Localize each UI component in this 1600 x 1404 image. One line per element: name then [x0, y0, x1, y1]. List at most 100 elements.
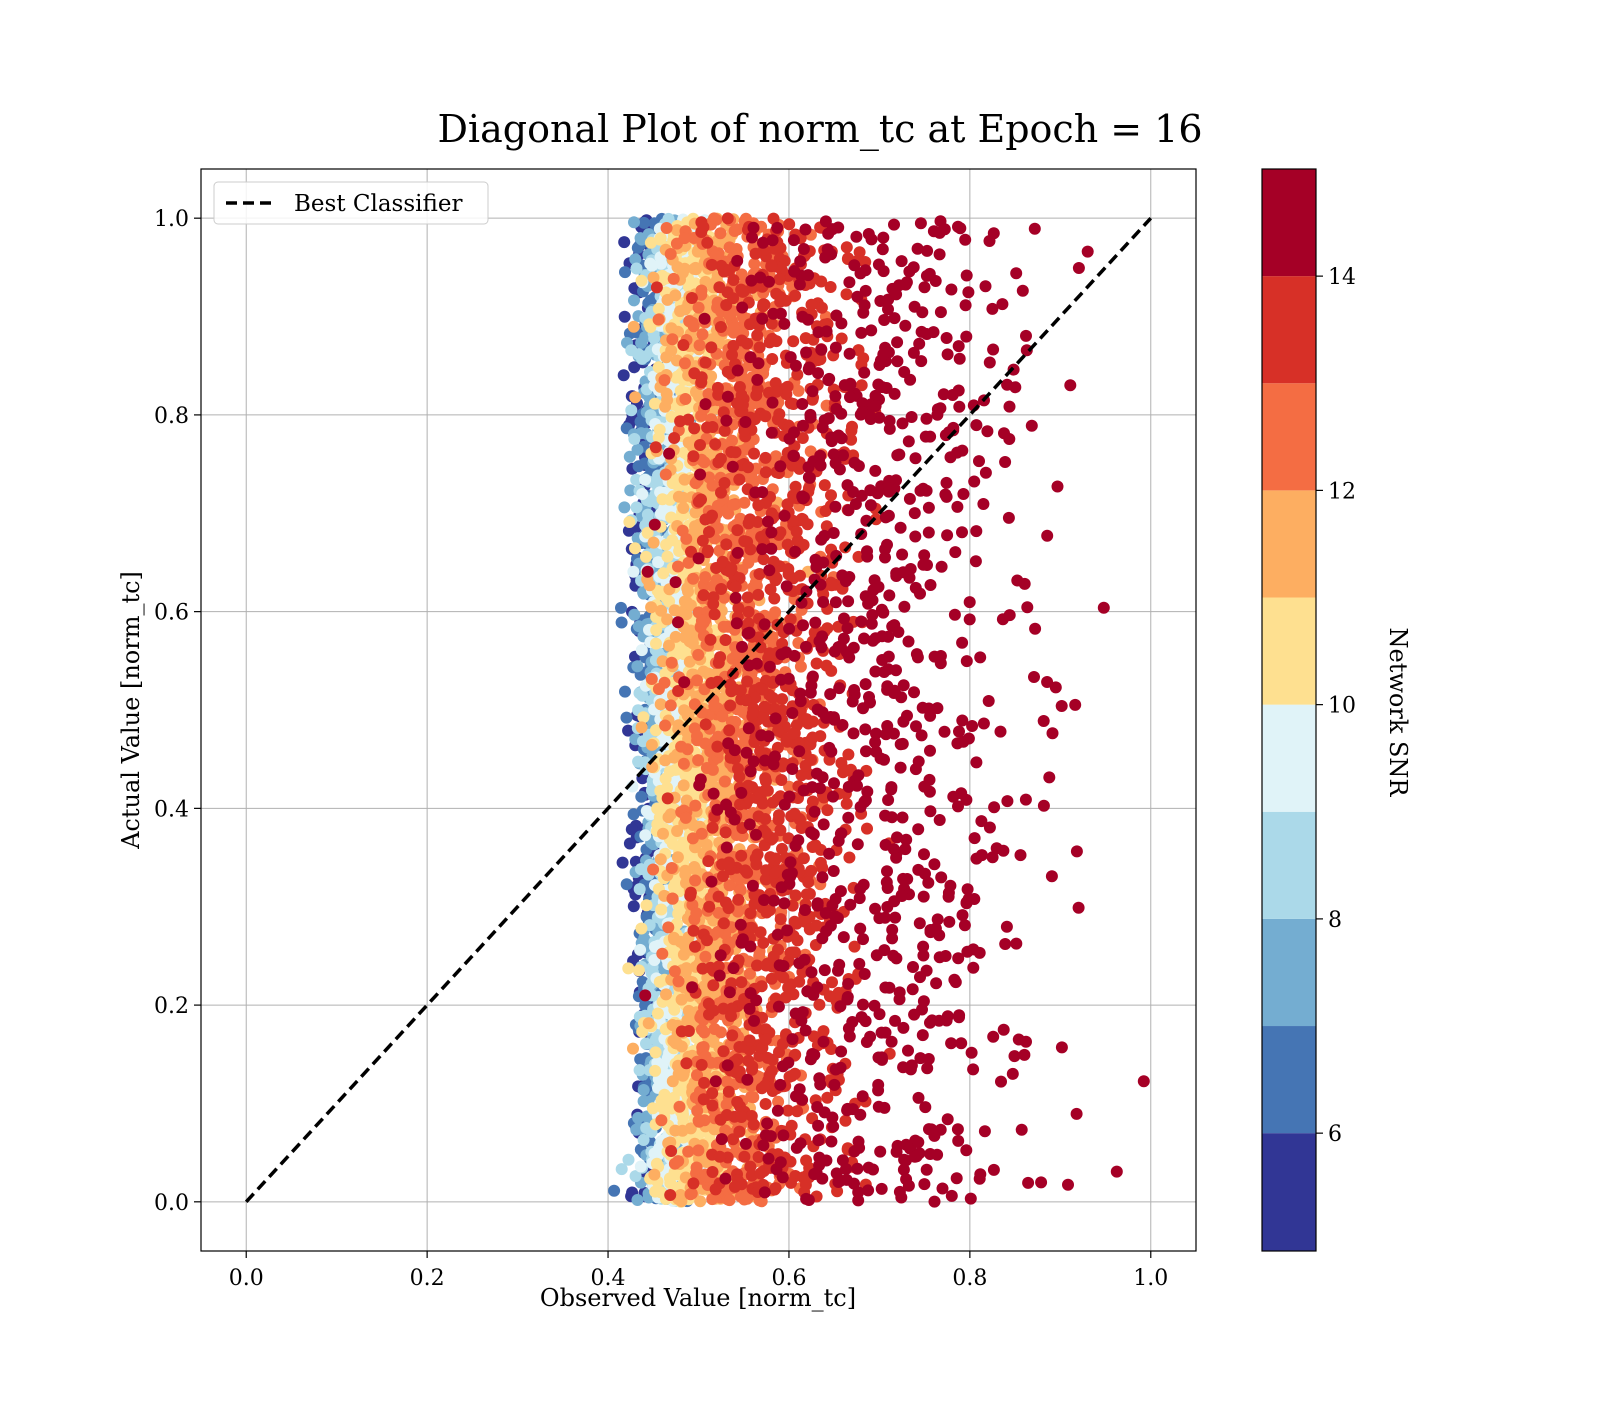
scatter-point [666, 333, 678, 345]
scatter-point [672, 561, 684, 573]
scatter-point [632, 444, 644, 456]
scatter-point [709, 438, 721, 450]
scatter-point [661, 394, 673, 406]
scatter-point [618, 236, 630, 248]
scatter-point [659, 720, 671, 732]
scatter-point [618, 369, 630, 381]
scatter-point [655, 853, 667, 865]
scatter-point [642, 509, 654, 521]
scatter-point [665, 322, 677, 334]
scatter-point [615, 602, 627, 614]
scatter-point [665, 699, 677, 711]
scatter-point [648, 1169, 660, 1181]
scatter-point [728, 322, 740, 334]
scatter-point [699, 571, 711, 583]
scatter-point [636, 488, 648, 500]
scatter-point [650, 1046, 662, 1058]
scatter-point [628, 216, 640, 228]
scatter-point [690, 907, 702, 919]
scatter-point [732, 223, 744, 235]
scatter-point [653, 314, 665, 326]
scatter-point [647, 864, 659, 876]
scatter-point [677, 502, 689, 514]
scatter-point [627, 1043, 639, 1055]
scatter-point [696, 615, 708, 627]
scatter-point [668, 933, 680, 945]
scatter-point [672, 851, 684, 863]
scatter-point [674, 1101, 686, 1113]
scatter-point [646, 673, 658, 685]
scatter-point [665, 1145, 677, 1157]
scatter-point [638, 1084, 650, 1096]
scatter-point [669, 965, 681, 977]
scatter-point [679, 232, 691, 244]
scatter-point [636, 644, 648, 656]
scatter-point [727, 499, 739, 511]
scatter-point [707, 764, 719, 776]
scatter-point [687, 573, 699, 585]
scatter-point [745, 1091, 757, 1103]
scatter-point [707, 822, 719, 834]
scatter-point [680, 812, 692, 824]
scatter-point [662, 294, 674, 306]
scatter-point [660, 988, 672, 1000]
scatter-point [699, 951, 711, 963]
scatter-point [635, 1161, 647, 1173]
scatter-point [724, 1194, 736, 1206]
scatter-point [631, 501, 643, 513]
scatter-point [638, 933, 650, 945]
scatter-point [659, 1089, 671, 1101]
scatter-point [655, 904, 667, 916]
scatter-point [649, 1065, 661, 1077]
scatter-point [705, 634, 717, 646]
scatter-point [655, 698, 667, 710]
scatter-point [640, 551, 652, 563]
scatter-point [641, 805, 653, 817]
scatter-point [677, 1070, 689, 1082]
scatter-point [678, 758, 690, 770]
scatter-point [633, 964, 645, 976]
scatter-point [665, 248, 677, 260]
scatter-point [708, 700, 720, 712]
scatter-point [680, 966, 692, 978]
scatter-point [687, 832, 699, 844]
scatter-point [676, 994, 688, 1006]
scatter-point [651, 1158, 663, 1170]
scatter-point [680, 533, 692, 545]
scatter-point [624, 838, 636, 850]
scatter-point [616, 617, 628, 629]
scatter-point [657, 493, 669, 505]
scatter-point [673, 975, 685, 987]
scatter-point [679, 474, 691, 486]
scatter-point [677, 1125, 689, 1137]
scatter-point [659, 374, 671, 386]
scatter-point [635, 232, 647, 244]
scatter-point [722, 212, 734, 224]
scatter-point [608, 1185, 620, 1197]
scatter-points [608, 212, 1150, 1207]
scatter-point [627, 566, 639, 578]
scatter-point [687, 637, 699, 649]
scatter-point [617, 857, 629, 869]
scatter-point [651, 803, 663, 815]
scatter-point [664, 1177, 676, 1189]
scatter-point [666, 657, 678, 669]
scatter-point [679, 393, 691, 405]
scatter-point [621, 712, 633, 724]
scatter-point [760, 452, 772, 464]
scatter-point [625, 404, 637, 416]
scatter-point [623, 516, 635, 528]
scatter-point [619, 311, 631, 323]
scatter-point [644, 258, 656, 270]
scatter-point [671, 825, 683, 837]
scatter-point [657, 567, 669, 579]
scatter-point [679, 357, 691, 369]
scatter-point [672, 1155, 684, 1167]
scatter-point [661, 222, 673, 234]
scatter-point [693, 1115, 705, 1127]
scatter-point [720, 538, 732, 550]
scatter-point [667, 1075, 679, 1087]
scatter-point [668, 881, 680, 893]
